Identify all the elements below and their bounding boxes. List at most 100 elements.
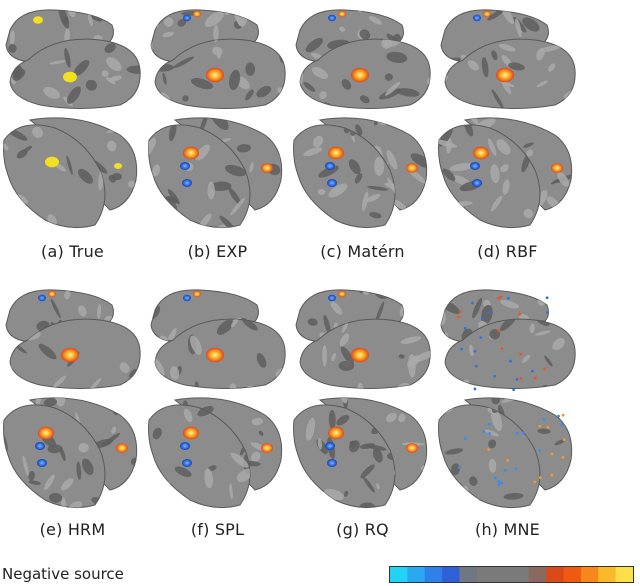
true-source-blob [33, 16, 43, 24]
mne-speckle [509, 359, 512, 363]
positive-source-blob [338, 10, 346, 18]
negative-source-blob [327, 179, 337, 187]
mne-speckle [546, 425, 550, 429]
negative-source-blob [35, 442, 45, 450]
colorbar-segment [407, 567, 426, 582]
mne-speckle [519, 352, 523, 356]
colorbar-segment [442, 567, 460, 582]
mne-speckle [561, 413, 565, 417]
mne-speckle [463, 327, 467, 330]
mne-speckle [550, 473, 554, 477]
lower-hemisphere-front [3, 124, 106, 229]
negative-source-blob [183, 14, 191, 22]
mne-speckle [463, 437, 467, 441]
caption-rq: (g) RQ [336, 520, 389, 539]
mne-speckle [473, 349, 477, 353]
mne-speckle [538, 476, 542, 480]
mne-speckle [557, 414, 560, 418]
positive-source-blob [183, 426, 199, 440]
mne-speckle [533, 376, 537, 380]
colorbar-segment [476, 567, 495, 582]
negative-source-blob [325, 442, 335, 450]
mne-speckle [460, 347, 463, 351]
negative-source-blob [470, 162, 480, 170]
lower-hemisphere-front [293, 404, 396, 509]
brain-figure [148, 9, 286, 229]
colorbar-segment [494, 567, 512, 582]
panel-exp [145, 0, 290, 230]
caption-rbf: (d) RBF [477, 242, 538, 261]
mne-speckle [538, 449, 542, 453]
mne-speckle [482, 430, 485, 434]
caption-spl: (f) SPL [190, 520, 245, 539]
mne-speckle [500, 347, 504, 351]
mne-speckle [546, 311, 549, 314]
mne-speckle [507, 296, 510, 300]
negative-source-blob [38, 294, 46, 302]
positive-source-blob [261, 163, 273, 173]
positive-source-blob [338, 290, 346, 298]
colorbar-segment [424, 567, 443, 582]
lower-hemisphere-front [148, 404, 251, 509]
negative-source-blob [183, 294, 191, 302]
negative-source-blob [180, 442, 190, 450]
panel-matern [290, 0, 435, 230]
positive-source-blob [351, 67, 369, 83]
brain-figure [3, 9, 141, 229]
mne-speckle [487, 448, 491, 451]
mne-speckle [497, 329, 501, 332]
brain-figure [293, 289, 431, 509]
mne-speckle [542, 418, 546, 421]
caption-hrm: (e) HRM [39, 520, 106, 539]
colorbar-segment [390, 567, 408, 582]
panel-rbf [435, 0, 580, 230]
negative-source-blob [328, 14, 336, 22]
mne-speckle [479, 336, 483, 339]
colorbar-segment [528, 567, 547, 582]
mne-speckle [560, 423, 564, 426]
mne-speckle [545, 296, 549, 300]
legend-label: Negative source [2, 565, 124, 583]
mne-speckle [533, 480, 537, 484]
positive-source-blob [48, 290, 56, 298]
positive-source-blob [406, 443, 418, 453]
negative-source-blob [182, 459, 192, 467]
negative-source-blob [472, 179, 482, 187]
mne-speckle [538, 424, 542, 428]
positive-source-blob [473, 146, 489, 160]
mne-speckle [498, 295, 502, 299]
mne-speckle [562, 438, 566, 442]
mne-speckle [474, 364, 478, 368]
panel-true [0, 0, 145, 230]
mne-speckle [487, 310, 491, 314]
negative-source-blob [182, 179, 192, 187]
positive-source-blob [183, 146, 199, 160]
panel-hrm [0, 280, 145, 510]
caption-true: (a) True [41, 242, 104, 261]
mne-speckle [497, 480, 501, 483]
positive-source-blob [351, 347, 369, 363]
mne-speckle [473, 387, 477, 391]
mne-speckle [480, 317, 484, 321]
negative-source-blob [473, 14, 481, 22]
mne-speckle [519, 376, 523, 380]
positive-source-blob [206, 347, 224, 363]
mne-speckle [512, 388, 516, 392]
panel-rq [290, 280, 435, 510]
mne-speckle [459, 309, 462, 313]
positive-source-blob [328, 146, 344, 160]
colorbar-segment [563, 567, 582, 582]
mne-speckle [550, 452, 554, 456]
mne-speckle [521, 431, 525, 435]
negative-source-blob [325, 162, 335, 170]
negative-source-blob [37, 459, 47, 467]
mne-speckle [561, 455, 565, 459]
upper-hemisphere-front [444, 318, 576, 389]
positive-source-blob [38, 426, 54, 440]
colorbar-segment [615, 567, 633, 582]
negative-source-blob [327, 459, 337, 467]
caption-matern: (c) Matérn [320, 242, 405, 261]
colorbar-segment [459, 567, 478, 582]
mne-speckle [488, 432, 492, 435]
positive-source-blob [206, 67, 224, 83]
